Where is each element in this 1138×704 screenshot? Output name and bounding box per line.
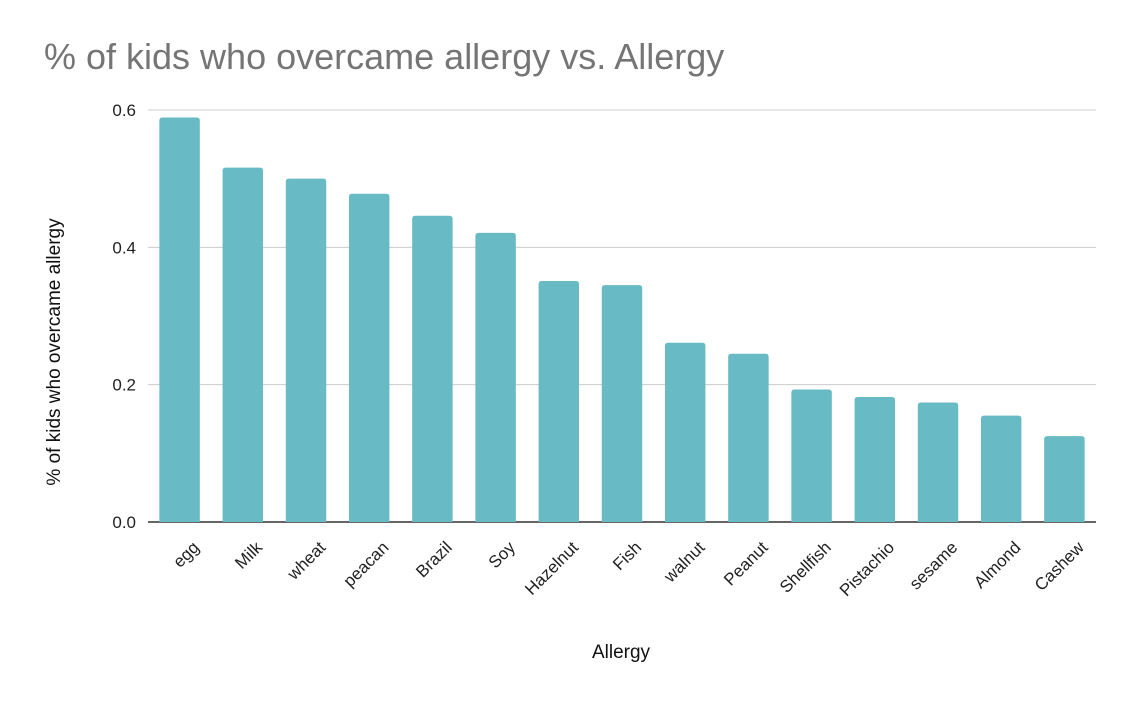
x-tick-label: Almond bbox=[970, 538, 1024, 592]
bar-wheat bbox=[285, 178, 327, 522]
x-tick-label: Cashew bbox=[1031, 537, 1088, 594]
x-axis-ticks: egg Milk wheat peacan Brazil Soy Hazelnut Fish w… bbox=[169, 537, 1088, 600]
x-tick-label: Peanut bbox=[720, 538, 772, 590]
x-tick-label: Milk bbox=[231, 538, 266, 573]
x-tick-label: sesame bbox=[906, 538, 962, 594]
bar-peacan bbox=[348, 193, 390, 523]
bar-pistachio bbox=[854, 397, 896, 522]
bar-hazelnut bbox=[538, 280, 580, 522]
x-tick-label: Hazelnut bbox=[521, 538, 582, 599]
y-tick-label: 0.0 bbox=[112, 513, 136, 532]
bar-cashew bbox=[1044, 436, 1085, 522]
chart-title: % of kids who overcame allergy vs. Aller… bbox=[44, 36, 725, 77]
bar-walnut bbox=[664, 342, 706, 522]
x-tick-label: Shellfish bbox=[776, 538, 835, 597]
bar-sesame bbox=[917, 402, 959, 522]
bar-brazil bbox=[412, 215, 453, 522]
bar-egg bbox=[159, 117, 200, 522]
bars bbox=[159, 117, 1085, 523]
x-tick-label: egg bbox=[169, 538, 202, 571]
x-tick-label: Soy bbox=[485, 538, 520, 573]
bar-peanut bbox=[728, 353, 769, 522]
y-tick-label: 0.6 bbox=[112, 101, 136, 120]
bar-milk bbox=[222, 167, 264, 522]
x-tick-label: peacan bbox=[340, 538, 393, 591]
bar-almond bbox=[980, 415, 1022, 522]
y-tick-label: 0.4 bbox=[112, 238, 136, 257]
y-axis-label: % of kids who overcame allergy bbox=[44, 218, 65, 486]
bar-fish bbox=[601, 285, 643, 522]
y-tick-label: 0.2 bbox=[112, 376, 136, 395]
bar-shellfish bbox=[791, 389, 832, 522]
x-tick-label: Brazil bbox=[412, 538, 455, 581]
x-tick-label: wheat bbox=[283, 538, 329, 584]
x-axis-label: Allergy bbox=[592, 642, 651, 663]
y-axis-ticks: 0.0 0.2 0.4 0.6 bbox=[112, 101, 136, 532]
x-tick-label: Pistachio bbox=[836, 538, 898, 600]
x-tick-label: Fish bbox=[609, 538, 645, 574]
x-tick-label: walnut bbox=[660, 538, 709, 587]
bar-soy bbox=[475, 232, 516, 522]
